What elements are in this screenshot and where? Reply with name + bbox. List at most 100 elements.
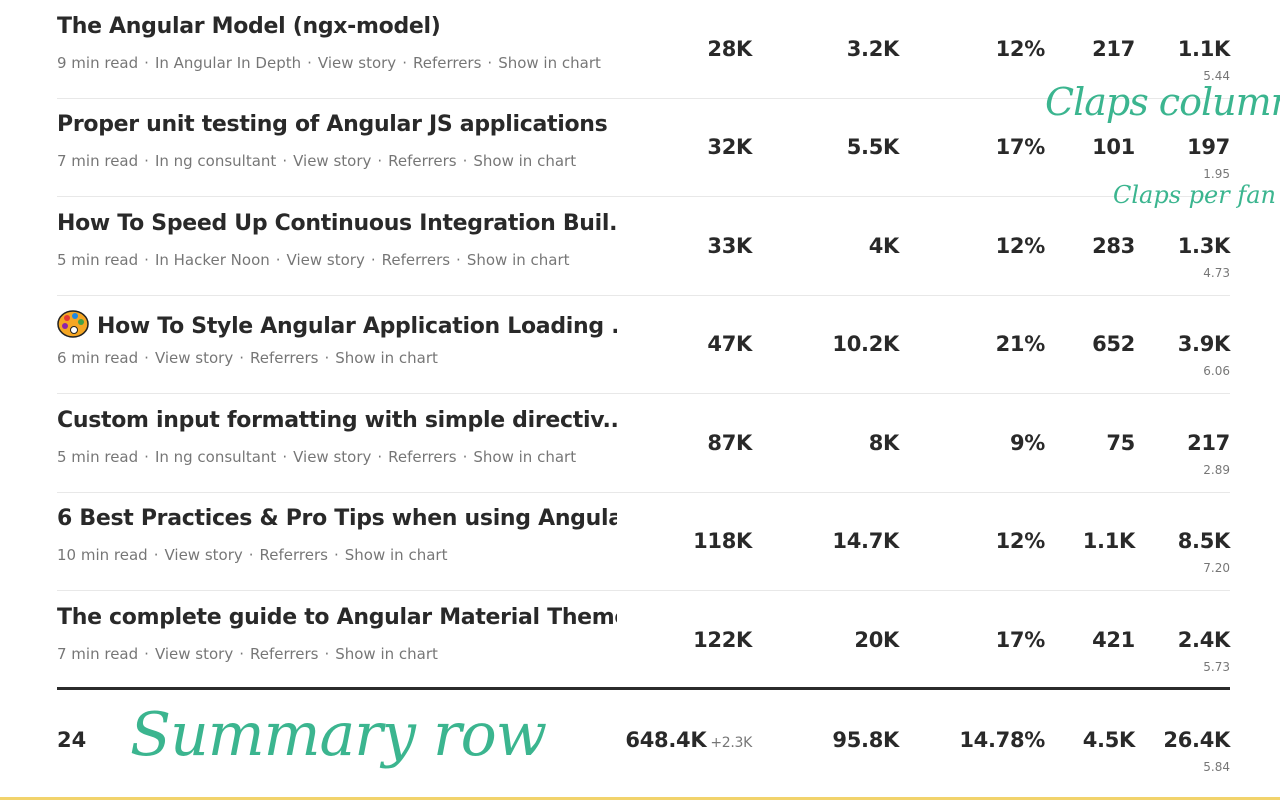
annotation-claps-column: Claps column bbox=[1045, 80, 1280, 124]
summary-divider bbox=[57, 687, 1230, 690]
referrers-link[interactable]: Referrers bbox=[250, 645, 319, 663]
story-title[interactable]: The complete guide to Angular Material T… bbox=[57, 605, 617, 630]
meta-separator: · bbox=[324, 645, 330, 663]
meta-separator: · bbox=[462, 448, 468, 466]
story-title[interactable]: The Angular Model (ngx-model) bbox=[57, 14, 617, 39]
read-ratio-value: 17% bbox=[995, 135, 1046, 159]
view-story-link[interactable]: View story bbox=[154, 349, 234, 367]
meta-separator: · bbox=[456, 251, 461, 269]
story-title[interactable]: Custom input formatting with simple dire… bbox=[57, 408, 617, 433]
reads-value: 4K bbox=[868, 234, 900, 258]
story-row: Custom input formatting with simple dire… bbox=[57, 394, 1230, 493]
show-in-chart-link[interactable]: Show in chart bbox=[335, 349, 438, 367]
publication-link[interactable]: In ng consultant bbox=[154, 152, 277, 170]
reads-value: 8K bbox=[868, 431, 900, 455]
fans-value: 217 bbox=[1092, 37, 1135, 61]
story-title-text: The Angular Model (ngx-model) bbox=[57, 14, 441, 39]
views-value: 28K bbox=[707, 37, 752, 61]
show-in-chart-link[interactable]: Show in chart bbox=[335, 645, 438, 663]
meta-separator: · bbox=[275, 251, 281, 269]
show-in-chart-link[interactable]: Show in chart bbox=[473, 152, 577, 170]
referrers-link[interactable]: Referrers bbox=[412, 54, 482, 72]
summary-claps: 26.4K bbox=[1163, 728, 1230, 752]
meta-separator: · bbox=[282, 448, 288, 466]
meta-separator: · bbox=[153, 546, 159, 564]
claps-per-fan-value: 6.06 bbox=[1203, 364, 1230, 378]
view-story-link[interactable]: View story bbox=[317, 54, 397, 72]
meta-separator: · bbox=[144, 54, 149, 72]
views-value: 87K bbox=[707, 431, 752, 455]
fans-value: 421 bbox=[1092, 628, 1135, 652]
story-title[interactable]: How To Speed Up Continuous Integration B… bbox=[57, 211, 617, 236]
story-meta: 9 min read · In Angular In Depth · View stor… bbox=[57, 54, 601, 72]
referrers-link[interactable]: Referrers bbox=[259, 546, 328, 564]
claps-per-fan-value: 1.95 bbox=[1203, 167, 1230, 181]
annotation-summary-row: Summary row bbox=[130, 700, 547, 770]
show-in-chart-link[interactable]: Show in chart bbox=[466, 251, 570, 269]
story-title[interactable]: Proper unit testing of Angular JS applic… bbox=[57, 112, 617, 137]
summary-views: 648.4K +2.3K bbox=[625, 728, 752, 752]
views-value: 47K bbox=[707, 332, 752, 356]
show-in-chart-link[interactable]: Show in chart bbox=[344, 546, 448, 564]
referrers-link[interactable]: Referrers bbox=[381, 251, 451, 269]
meta-read-time: 7 min read bbox=[57, 645, 139, 663]
summary-count: 24 bbox=[57, 728, 87, 752]
story-meta: 6 min read · View story · Referrers · Show in … bbox=[57, 349, 438, 367]
meta-separator: · bbox=[487, 54, 493, 72]
referrers-link[interactable]: Referrers bbox=[388, 152, 457, 170]
view-story-link[interactable]: View story bbox=[154, 645, 234, 663]
meta-read-time: 6 min read bbox=[57, 349, 139, 367]
read-ratio-value: 12% bbox=[995, 37, 1046, 61]
story-row: The Angular Model (ngx-model) 9 min read ·… bbox=[57, 0, 1230, 99]
referrers-link[interactable]: Referrers bbox=[250, 349, 319, 367]
show-in-chart-link[interactable]: Show in chart bbox=[498, 54, 601, 72]
claps-per-fan-value: 5.44 bbox=[1203, 69, 1230, 83]
story-meta: 10 min read · View story · Referrers · Show in… bbox=[57, 546, 447, 564]
story-meta: 7 min read · In ng consultant · View story · R… bbox=[57, 152, 576, 170]
story-title-text: How To Speed Up Continuous Integration B… bbox=[57, 211, 617, 236]
fans-value: 652 bbox=[1092, 332, 1135, 356]
story-row: 6 Best Practices & Pro Tips when using A… bbox=[57, 492, 1230, 591]
fans-value: 1.1K bbox=[1082, 529, 1136, 553]
read-ratio-value: 17% bbox=[995, 628, 1046, 652]
summary-views-delta: +2.3K bbox=[710, 735, 752, 751]
publication-link[interactable]: In Angular In Depth bbox=[154, 54, 302, 72]
annotation-claps-per-fan: Claps per fan bbox=[1113, 181, 1276, 209]
meta-separator: · bbox=[144, 152, 149, 170]
claps-value: 197 bbox=[1187, 135, 1230, 159]
view-story-link[interactable]: View story bbox=[286, 251, 365, 269]
meta-separator: · bbox=[144, 645, 149, 663]
view-story-link[interactable]: View story bbox=[164, 546, 243, 564]
view-story-link[interactable]: View story bbox=[293, 448, 372, 466]
referrers-link[interactable]: Referrers bbox=[388, 448, 457, 466]
story-meta: 5 min read · In Hacker Noon · View story · Ref… bbox=[57, 251, 570, 269]
fans-value: 101 bbox=[1092, 135, 1135, 159]
story-title[interactable]: How To Style Angular Application Loading… bbox=[57, 309, 617, 339]
meta-read-time: 10 min read bbox=[57, 546, 148, 564]
story-title[interactable]: 6 Best Practices & Pro Tips when using A… bbox=[57, 506, 617, 531]
meta-separator: · bbox=[282, 152, 288, 170]
claps-per-fan-value: 2.89 bbox=[1203, 463, 1230, 477]
meta-read-time: 9 min read bbox=[57, 54, 139, 72]
meta-separator: · bbox=[377, 448, 383, 466]
read-ratio-value: 21% bbox=[995, 332, 1046, 356]
summary-reads: 95.8K bbox=[832, 728, 899, 752]
story-row: How To Style Angular Application Loading… bbox=[57, 295, 1230, 394]
claps-value: 1.3K bbox=[1177, 234, 1231, 258]
show-in-chart-link[interactable]: Show in chart bbox=[473, 448, 577, 466]
reads-value: 3.2K bbox=[846, 37, 900, 61]
claps-per-fan-value: 7.20 bbox=[1203, 561, 1230, 575]
meta-separator: · bbox=[248, 546, 254, 564]
publication-link[interactable]: In ng consultant bbox=[154, 448, 277, 466]
story-title-text: 6 Best Practices & Pro Tips when using A… bbox=[57, 506, 617, 531]
meta-separator: · bbox=[370, 251, 376, 269]
story-meta: 5 min read · In ng consultant · View story · R… bbox=[57, 448, 576, 466]
palette-icon bbox=[57, 310, 89, 338]
read-ratio-value: 12% bbox=[995, 234, 1046, 258]
publication-link[interactable]: In Hacker Noon bbox=[154, 251, 270, 269]
fans-value: 283 bbox=[1092, 234, 1135, 258]
summary-read-ratio: 14.78% bbox=[959, 728, 1045, 752]
summary-claps-per-fan: 5.84 bbox=[1203, 760, 1230, 774]
view-story-link[interactable]: View story bbox=[293, 152, 372, 170]
views-value: 118K bbox=[693, 529, 752, 553]
